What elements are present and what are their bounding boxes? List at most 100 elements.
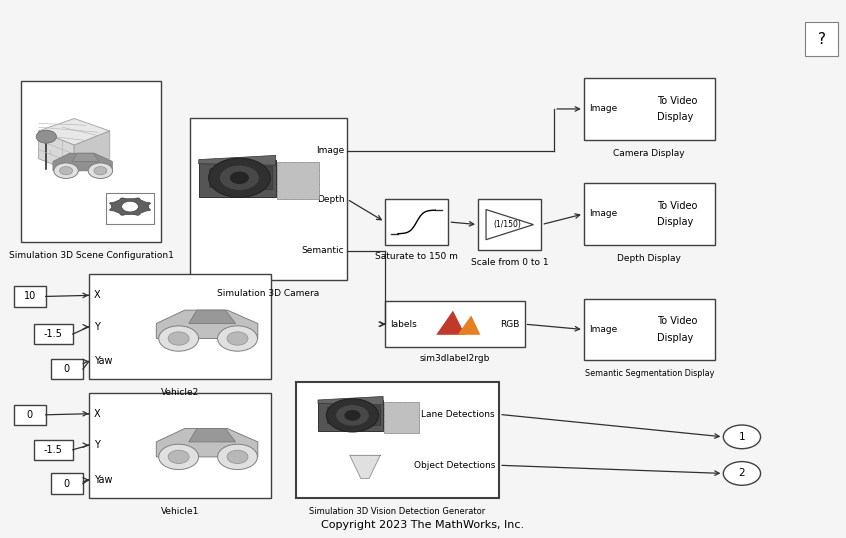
Circle shape: [88, 163, 113, 179]
FancyBboxPatch shape: [107, 193, 154, 224]
Polygon shape: [74, 131, 110, 173]
FancyBboxPatch shape: [296, 382, 499, 498]
FancyBboxPatch shape: [478, 199, 541, 250]
Polygon shape: [72, 153, 99, 161]
Text: Display: Display: [657, 112, 694, 122]
FancyBboxPatch shape: [89, 393, 271, 498]
Circle shape: [227, 332, 248, 345]
Polygon shape: [318, 397, 383, 405]
Polygon shape: [53, 153, 113, 171]
Text: labels: labels: [390, 320, 417, 329]
Polygon shape: [110, 198, 151, 215]
Circle shape: [231, 172, 248, 183]
Text: 0: 0: [63, 364, 70, 374]
Text: Image: Image: [589, 209, 617, 218]
Polygon shape: [39, 131, 74, 173]
Polygon shape: [157, 428, 258, 457]
Text: Simulation 3D Scene Configuration1: Simulation 3D Scene Configuration1: [8, 251, 173, 260]
Polygon shape: [437, 310, 465, 335]
Text: Simulation 3D Vision Detection Generator: Simulation 3D Vision Detection Generator: [310, 507, 486, 515]
Circle shape: [54, 163, 79, 179]
Polygon shape: [39, 118, 110, 145]
FancyBboxPatch shape: [385, 301, 525, 347]
Text: 2: 2: [739, 469, 745, 478]
Circle shape: [122, 201, 139, 212]
Text: Semantic Segmentation Display: Semantic Segmentation Display: [585, 370, 714, 378]
Text: -1.5: -1.5: [44, 329, 63, 339]
Text: Camera Display: Camera Display: [613, 149, 685, 158]
Circle shape: [217, 326, 257, 351]
FancyBboxPatch shape: [51, 359, 83, 379]
Text: sim3dlabel2rgb: sim3dlabel2rgb: [420, 355, 490, 363]
Text: Copyright 2023 The MathWorks, Inc.: Copyright 2023 The MathWorks, Inc.: [321, 520, 525, 529]
FancyBboxPatch shape: [21, 81, 161, 242]
Circle shape: [168, 332, 190, 345]
FancyBboxPatch shape: [584, 299, 715, 360]
Text: Yaw: Yaw: [94, 357, 113, 366]
Polygon shape: [189, 428, 235, 442]
FancyBboxPatch shape: [385, 199, 448, 245]
Text: Image: Image: [589, 325, 617, 334]
Polygon shape: [458, 315, 481, 335]
Circle shape: [36, 130, 57, 143]
Text: X: X: [94, 409, 101, 419]
Text: (1/150): (1/150): [493, 220, 521, 229]
Circle shape: [227, 450, 248, 464]
Polygon shape: [349, 455, 380, 478]
Text: Image: Image: [589, 104, 617, 114]
FancyBboxPatch shape: [384, 402, 420, 433]
FancyBboxPatch shape: [34, 324, 73, 344]
Circle shape: [209, 158, 270, 197]
Text: Y: Y: [94, 440, 100, 450]
Circle shape: [159, 444, 199, 470]
Text: 1: 1: [739, 432, 745, 442]
Polygon shape: [199, 155, 276, 165]
Text: Display: Display: [657, 332, 694, 343]
Text: Semantic: Semantic: [302, 246, 344, 255]
Text: Vehicle1: Vehicle1: [161, 507, 199, 515]
Circle shape: [217, 444, 257, 470]
FancyBboxPatch shape: [34, 440, 73, 460]
Polygon shape: [210, 167, 272, 190]
Text: -1.5: -1.5: [44, 445, 63, 455]
Circle shape: [168, 450, 190, 464]
Text: Simulation 3D Camera: Simulation 3D Camera: [217, 289, 320, 298]
Circle shape: [327, 399, 378, 432]
Circle shape: [336, 405, 369, 426]
Circle shape: [345, 410, 360, 420]
FancyBboxPatch shape: [584, 78, 715, 140]
Text: Depth: Depth: [316, 195, 344, 203]
Text: Image: Image: [316, 146, 344, 155]
Text: Lane Detections: Lane Detections: [421, 410, 495, 419]
FancyBboxPatch shape: [805, 22, 838, 56]
Text: 0: 0: [63, 479, 70, 489]
FancyBboxPatch shape: [190, 118, 347, 280]
Text: X: X: [94, 291, 101, 300]
Polygon shape: [189, 310, 235, 323]
Text: Scale from 0 to 1: Scale from 0 to 1: [471, 258, 548, 266]
Text: 10: 10: [24, 292, 36, 301]
Circle shape: [723, 425, 761, 449]
Text: To Video: To Video: [657, 316, 698, 327]
FancyBboxPatch shape: [277, 162, 319, 199]
Circle shape: [220, 165, 259, 190]
FancyBboxPatch shape: [584, 183, 715, 245]
Text: Object Detections: Object Detections: [414, 461, 495, 470]
Text: Y: Y: [94, 322, 100, 332]
Text: Display: Display: [657, 217, 694, 227]
FancyBboxPatch shape: [14, 405, 46, 425]
Polygon shape: [327, 406, 381, 426]
Polygon shape: [318, 400, 383, 431]
Text: To Video: To Video: [657, 96, 698, 106]
Text: 0: 0: [26, 410, 33, 420]
FancyBboxPatch shape: [89, 274, 271, 379]
Circle shape: [59, 167, 73, 175]
Text: Vehicle2: Vehicle2: [161, 388, 199, 397]
Polygon shape: [157, 310, 258, 338]
Circle shape: [159, 326, 199, 351]
Text: To Video: To Video: [657, 201, 698, 211]
Text: RGB: RGB: [500, 320, 519, 329]
Text: ?: ?: [817, 32, 826, 46]
Text: Depth Display: Depth Display: [618, 254, 681, 263]
Polygon shape: [486, 209, 533, 240]
